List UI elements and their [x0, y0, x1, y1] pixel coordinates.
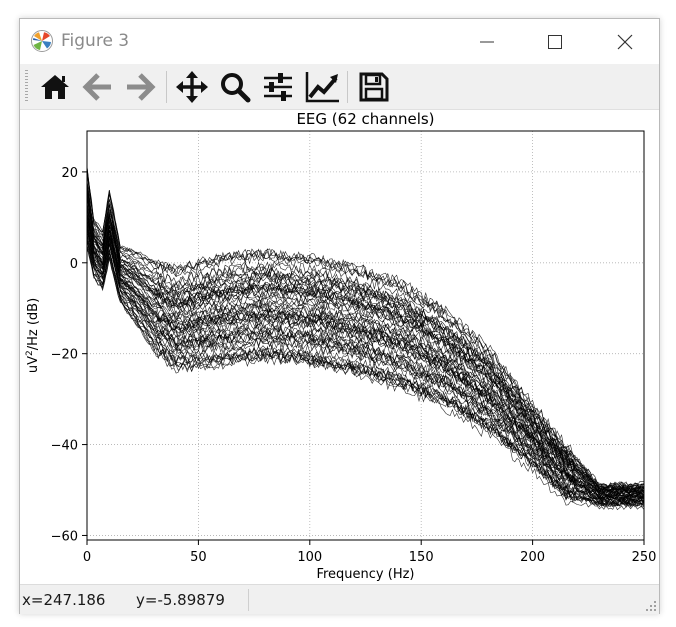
- channel-trace: [87, 193, 644, 493]
- cursor-x-readout: x=247.186: [22, 591, 106, 609]
- channel-trace: [87, 228, 644, 502]
- toolbar-separator: [166, 71, 167, 103]
- edit-axis-button[interactable]: [305, 69, 341, 105]
- plot-area-frame: [86, 130, 645, 541]
- move-icon: [176, 71, 208, 103]
- channel-trace: [87, 201, 644, 497]
- channel-trace: [87, 214, 644, 499]
- channel-trace: [87, 235, 644, 511]
- channel-trace: [87, 182, 644, 491]
- x-tick-label: 150: [409, 550, 434, 565]
- channel-trace: [87, 212, 644, 499]
- y-tick-label: −20: [51, 348, 78, 363]
- channel-trace: [87, 188, 644, 495]
- channel-trace: [87, 227, 644, 503]
- home-button[interactable]: [37, 69, 73, 105]
- navigation-toolbar: [20, 64, 659, 110]
- back-arrow-icon: [82, 73, 111, 101]
- status-separator: [248, 589, 249, 611]
- channel-trace: [87, 185, 644, 492]
- x-tick-label: 250: [632, 550, 657, 565]
- x-tick-label: 50: [190, 550, 207, 565]
- channel-trace: [87, 207, 644, 498]
- close-icon: [617, 34, 633, 49]
- channel-trace: [87, 231, 644, 507]
- back-button[interactable]: [80, 69, 116, 105]
- channel-trace: [87, 172, 644, 488]
- channel-trace: [87, 225, 644, 502]
- channel-trace: [87, 214, 644, 500]
- home-icon: [41, 75, 69, 99]
- y-tick-label: −40: [51, 439, 78, 454]
- close-button[interactable]: [590, 19, 660, 64]
- title-bar: Figure 3: [20, 19, 659, 64]
- magnifier-icon: [221, 73, 251, 103]
- toolbar-grip[interactable]: [25, 70, 28, 103]
- channel-trace: [87, 196, 644, 495]
- x-axis-ticks: 0 50 100 150 200 250: [83, 540, 657, 565]
- channel-trace: [87, 221, 644, 504]
- channel-trace: [87, 208, 644, 497]
- y-tick-label: −60: [51, 529, 78, 544]
- configure-subplots-button[interactable]: [260, 69, 296, 105]
- cursor-y-readout: y=-5.89879: [136, 591, 225, 609]
- forward-button[interactable]: [122, 69, 158, 105]
- channel-trace: [87, 239, 644, 507]
- y-axis-ticks: −60 −40 −20 0 20: [51, 166, 87, 544]
- resize-grip-icon[interactable]: [645, 600, 657, 612]
- x-tick-label: 0: [83, 550, 91, 565]
- x-axis-label: Frequency (Hz): [316, 567, 414, 582]
- sliders-icon: [264, 73, 292, 101]
- toolbar-separator: [347, 71, 348, 103]
- matplotlib-logo-icon: [31, 30, 53, 52]
- chart-title: EEG (62 channels): [296, 110, 434, 128]
- minimize-icon: [480, 41, 494, 42]
- floppy-disk-icon: [359, 72, 389, 102]
- zoom-button[interactable]: [217, 69, 253, 105]
- pan-button[interactable]: [174, 69, 210, 105]
- figure-window: Figure 3: [19, 18, 660, 614]
- maximize-icon: [548, 34, 562, 49]
- channel-trace: [87, 166, 644, 488]
- channel-trace: [87, 245, 644, 505]
- status-bar: x=247.186 y=-5.89879: [20, 584, 659, 614]
- channel-trace: [87, 182, 644, 492]
- channel-trace: [87, 169, 644, 490]
- minimize-button[interactable]: [452, 19, 522, 64]
- window-title: Figure 3: [61, 31, 130, 51]
- line-chart-icon: [305, 72, 339, 103]
- channel-trace: [87, 221, 644, 502]
- save-button[interactable]: [356, 69, 392, 105]
- forward-arrow-icon: [127, 73, 156, 101]
- x-tick-label: 100: [297, 550, 322, 565]
- y-axis-label: uV2/Hz (dB): [25, 298, 41, 373]
- channel-trace: [87, 237, 644, 507]
- channel-traces: [87, 165, 644, 511]
- maximize-button[interactable]: [520, 19, 590, 64]
- y-tick-label: 20: [61, 166, 78, 181]
- x-tick-label: 200: [520, 550, 545, 565]
- y-tick-label: 0: [70, 257, 78, 272]
- figure-canvas[interactable]: EEG (62 channels) 0 50 100 150 200 250 −60−40…: [20, 110, 659, 584]
